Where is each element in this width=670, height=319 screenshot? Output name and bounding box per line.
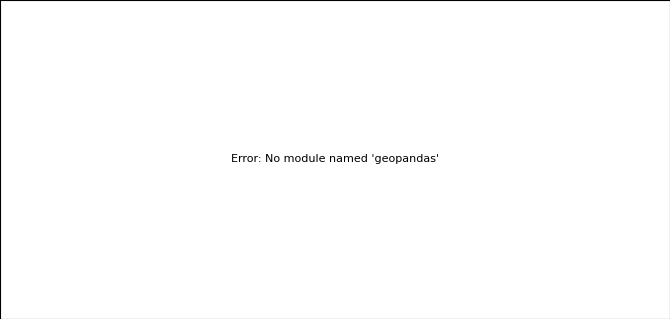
Text: Error: No module named 'geopandas': Error: No module named 'geopandas' xyxy=(231,154,439,165)
